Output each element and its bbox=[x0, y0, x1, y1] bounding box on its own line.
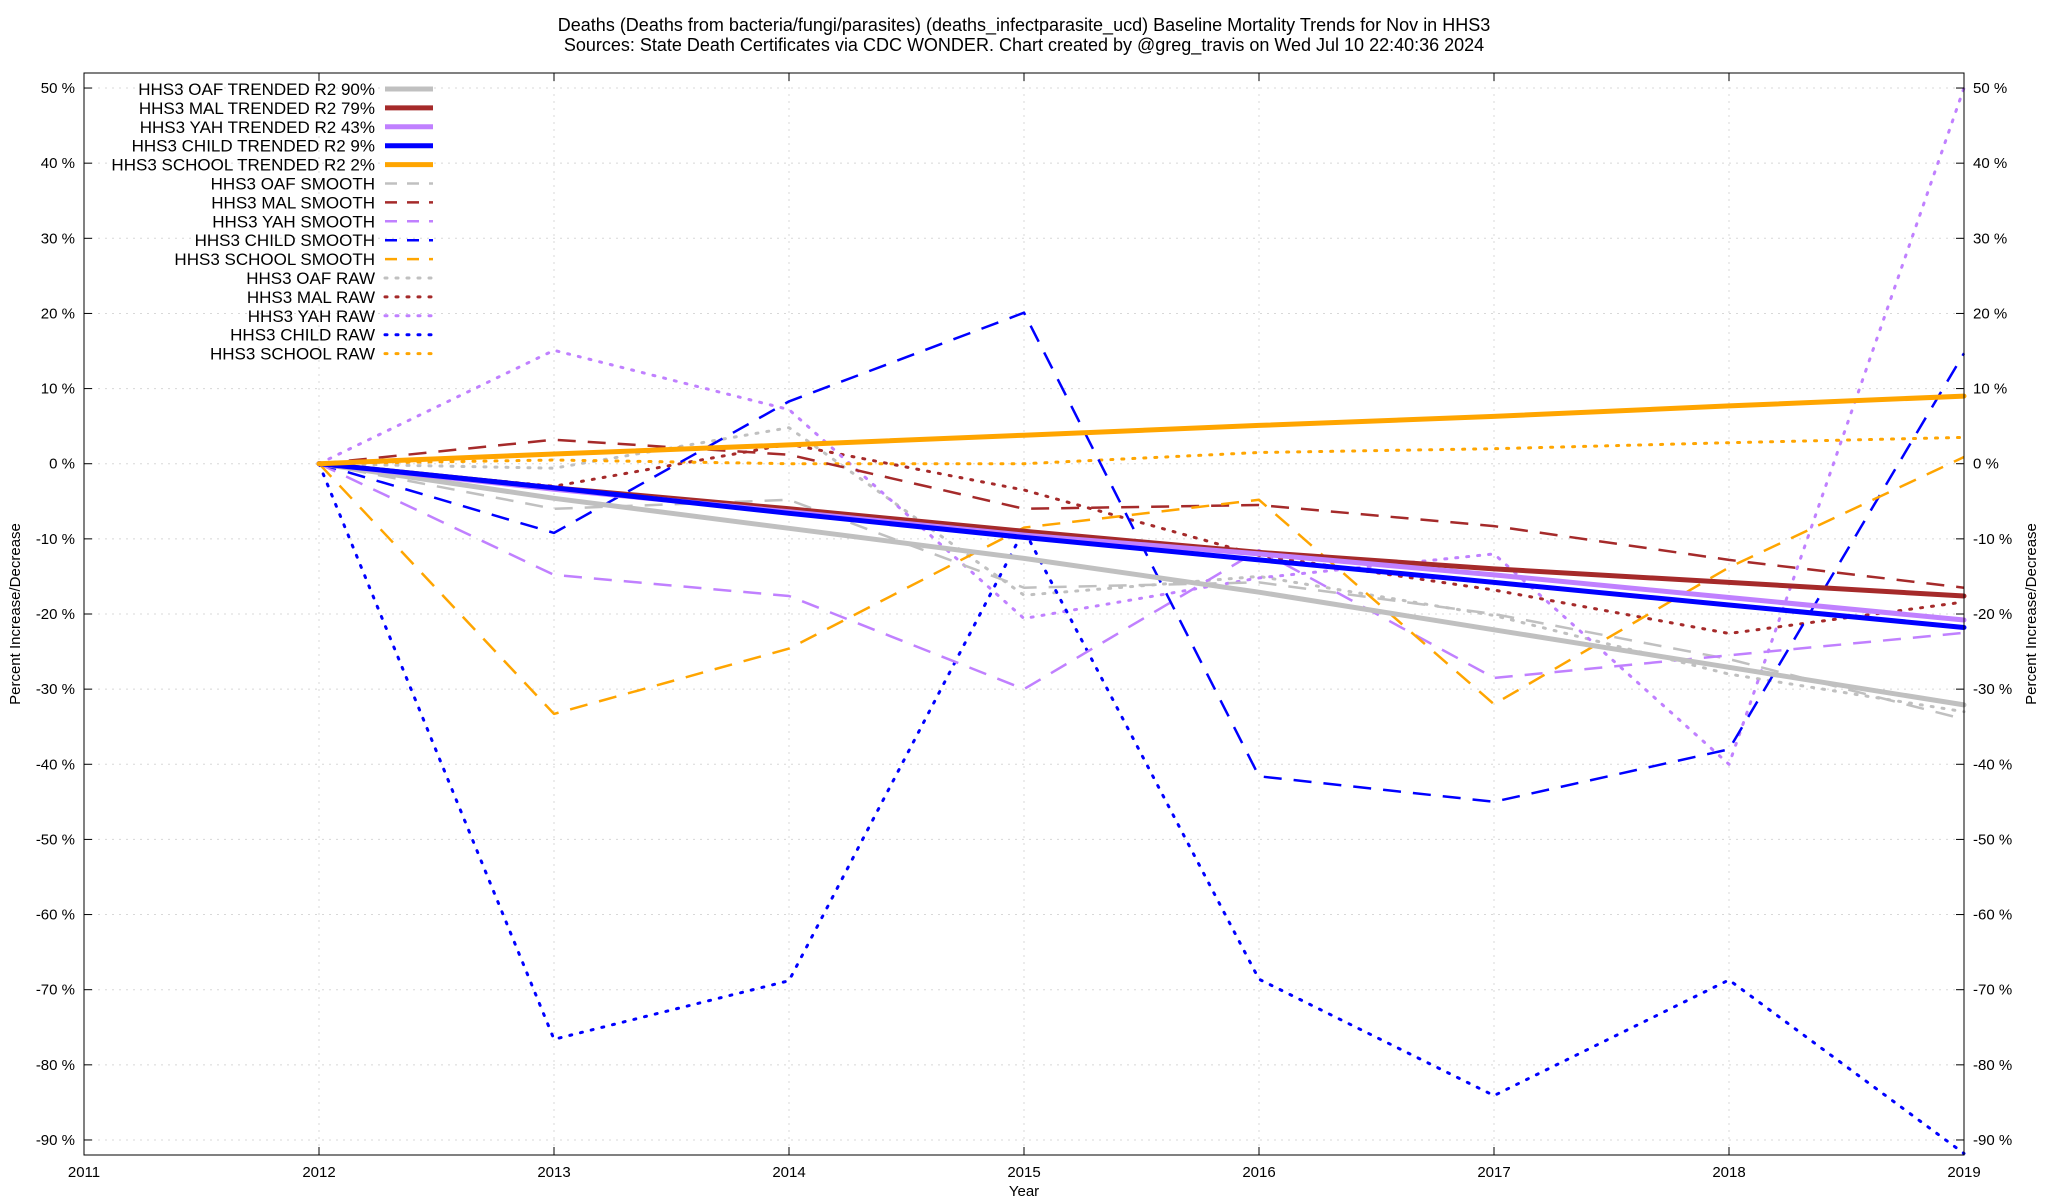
series-line-10 bbox=[317, 426, 1966, 714]
x-tick-label: 2014 bbox=[772, 1164, 805, 1181]
y-tick-label-right: 30 % bbox=[1973, 230, 2007, 247]
y-tick-label-right: 10 % bbox=[1973, 381, 2007, 398]
legend-label: HHS3 OAF TRENDED R2 90% bbox=[138, 80, 375, 99]
series-line-11 bbox=[317, 442, 1966, 635]
y-tick-label-left: 0 % bbox=[49, 456, 75, 473]
y-tick-label-left: 10 % bbox=[41, 381, 75, 398]
y-tick-label-right: 0 % bbox=[1973, 456, 1999, 473]
series-line-14 bbox=[317, 435, 1966, 466]
legend-label: HHS3 MAL TRENDED R2 79% bbox=[139, 99, 375, 118]
legend-label: HHS3 MAL RAW bbox=[247, 288, 375, 307]
y-tick-label-left: -70 % bbox=[36, 982, 75, 999]
y-tick-label-left: -50 % bbox=[36, 831, 75, 848]
axis-ticks: 2011 2012 2013 2014 2015 2016 2017 2018 2019 50 %… bbox=[36, 73, 2012, 1181]
series-line-9 bbox=[318, 455, 1965, 716]
chart-title-line1: Deaths (Deaths from bacteria/fungi/paras… bbox=[558, 15, 1490, 36]
y-tick-label-right: -20 % bbox=[1973, 606, 2012, 623]
y-tick-label-left: -80 % bbox=[36, 1057, 75, 1074]
legend-label: HHS3 SCHOOL SMOOTH bbox=[174, 250, 375, 269]
legend: HHS3 OAF TRENDED R2 90%HHS3 MAL TRENDED … bbox=[111, 80, 435, 364]
legend-label: HHS3 YAH RAW bbox=[248, 307, 375, 326]
y-tick-label-left: -90 % bbox=[36, 1132, 75, 1149]
series-lines bbox=[316, 86, 1967, 1155]
y-tick-label-right: -70 % bbox=[1973, 982, 2012, 999]
legend-label: HHS3 SCHOOL TRENDED R2 2% bbox=[111, 156, 375, 175]
y-tick-label-right: 50 % bbox=[1973, 80, 2007, 97]
y-tick-label-right: -10 % bbox=[1973, 531, 2012, 548]
series-line-4 bbox=[316, 393, 1967, 467]
y-tick-label-right: 40 % bbox=[1973, 155, 2007, 172]
legend-label: HHS3 CHILD RAW bbox=[230, 326, 375, 345]
y-tick-label-left: -30 % bbox=[36, 681, 75, 698]
x-tick-label: 2017 bbox=[1477, 1164, 1510, 1181]
y-tick-label-right: -30 % bbox=[1973, 681, 2012, 698]
y-tick-label-right: -80 % bbox=[1973, 1057, 2012, 1074]
y-tick-label-right: -60 % bbox=[1973, 907, 2012, 924]
x-tick-label: 2013 bbox=[537, 1164, 570, 1181]
y-tick-label-left: 30 % bbox=[41, 230, 75, 247]
series-line-5 bbox=[318, 462, 1965, 721]
y-tick-label-right: -40 % bbox=[1973, 756, 2012, 773]
legend-label: HHS3 YAH SMOOTH bbox=[212, 212, 375, 231]
x-tick-label: 2011 bbox=[68, 1164, 100, 1181]
x-tick-label: 2015 bbox=[1007, 1164, 1040, 1181]
series-line-12 bbox=[317, 86, 1966, 766]
y-tick-label-right: -50 % bbox=[1973, 831, 2012, 848]
series-line-3 bbox=[316, 461, 1967, 630]
x-tick-label: 2018 bbox=[1712, 1164, 1745, 1181]
legend-label: HHS3 SCHOOL RAW bbox=[210, 345, 375, 364]
x-tick-label: 2016 bbox=[1242, 1164, 1275, 1181]
legend-label: HHS3 CHILD TRENDED R2 9% bbox=[132, 137, 375, 156]
series-line-6 bbox=[318, 438, 1965, 589]
y-tick-label-left: 40 % bbox=[41, 155, 75, 172]
legend-label: HHS3 OAF SMOOTH bbox=[211, 175, 375, 194]
y-tick-label-right: -90 % bbox=[1973, 1132, 2012, 1149]
y-axis-label-left: Percent Increase/Decrease bbox=[7, 523, 24, 705]
y-tick-label-left: -20 % bbox=[36, 606, 75, 623]
chart-title-line2: Sources: State Death Certificates via CD… bbox=[564, 35, 1484, 56]
y-tick-label-left: 20 % bbox=[41, 305, 75, 322]
legend-label: HHS3 YAH TRENDED R2 43% bbox=[140, 118, 375, 137]
y-tick-label-left: -10 % bbox=[36, 531, 75, 548]
x-tick-label: 2019 bbox=[1947, 1164, 1980, 1181]
y-axis-label-right: Percent Increase/Decrease bbox=[2023, 523, 2040, 705]
grid bbox=[84, 73, 1964, 1155]
series-line-0 bbox=[316, 461, 1967, 708]
legend-label: HHS3 MAL SMOOTH bbox=[211, 193, 375, 212]
y-tick-label-left: 50 % bbox=[41, 80, 75, 97]
series-line-8 bbox=[318, 311, 1966, 804]
y-tick-label-left: -60 % bbox=[36, 907, 75, 924]
legend-label: HHS3 CHILD SMOOTH bbox=[195, 231, 375, 250]
y-tick-label-left: -40 % bbox=[36, 756, 75, 773]
x-tick-label: 2012 bbox=[302, 1164, 335, 1181]
y-tick-label-right: 20 % bbox=[1973, 305, 2007, 322]
legend-label: HHS3 OAF RAW bbox=[246, 269, 375, 288]
series-line-13 bbox=[317, 462, 1966, 1155]
x-axis-label: Year bbox=[1009, 1183, 1039, 1200]
